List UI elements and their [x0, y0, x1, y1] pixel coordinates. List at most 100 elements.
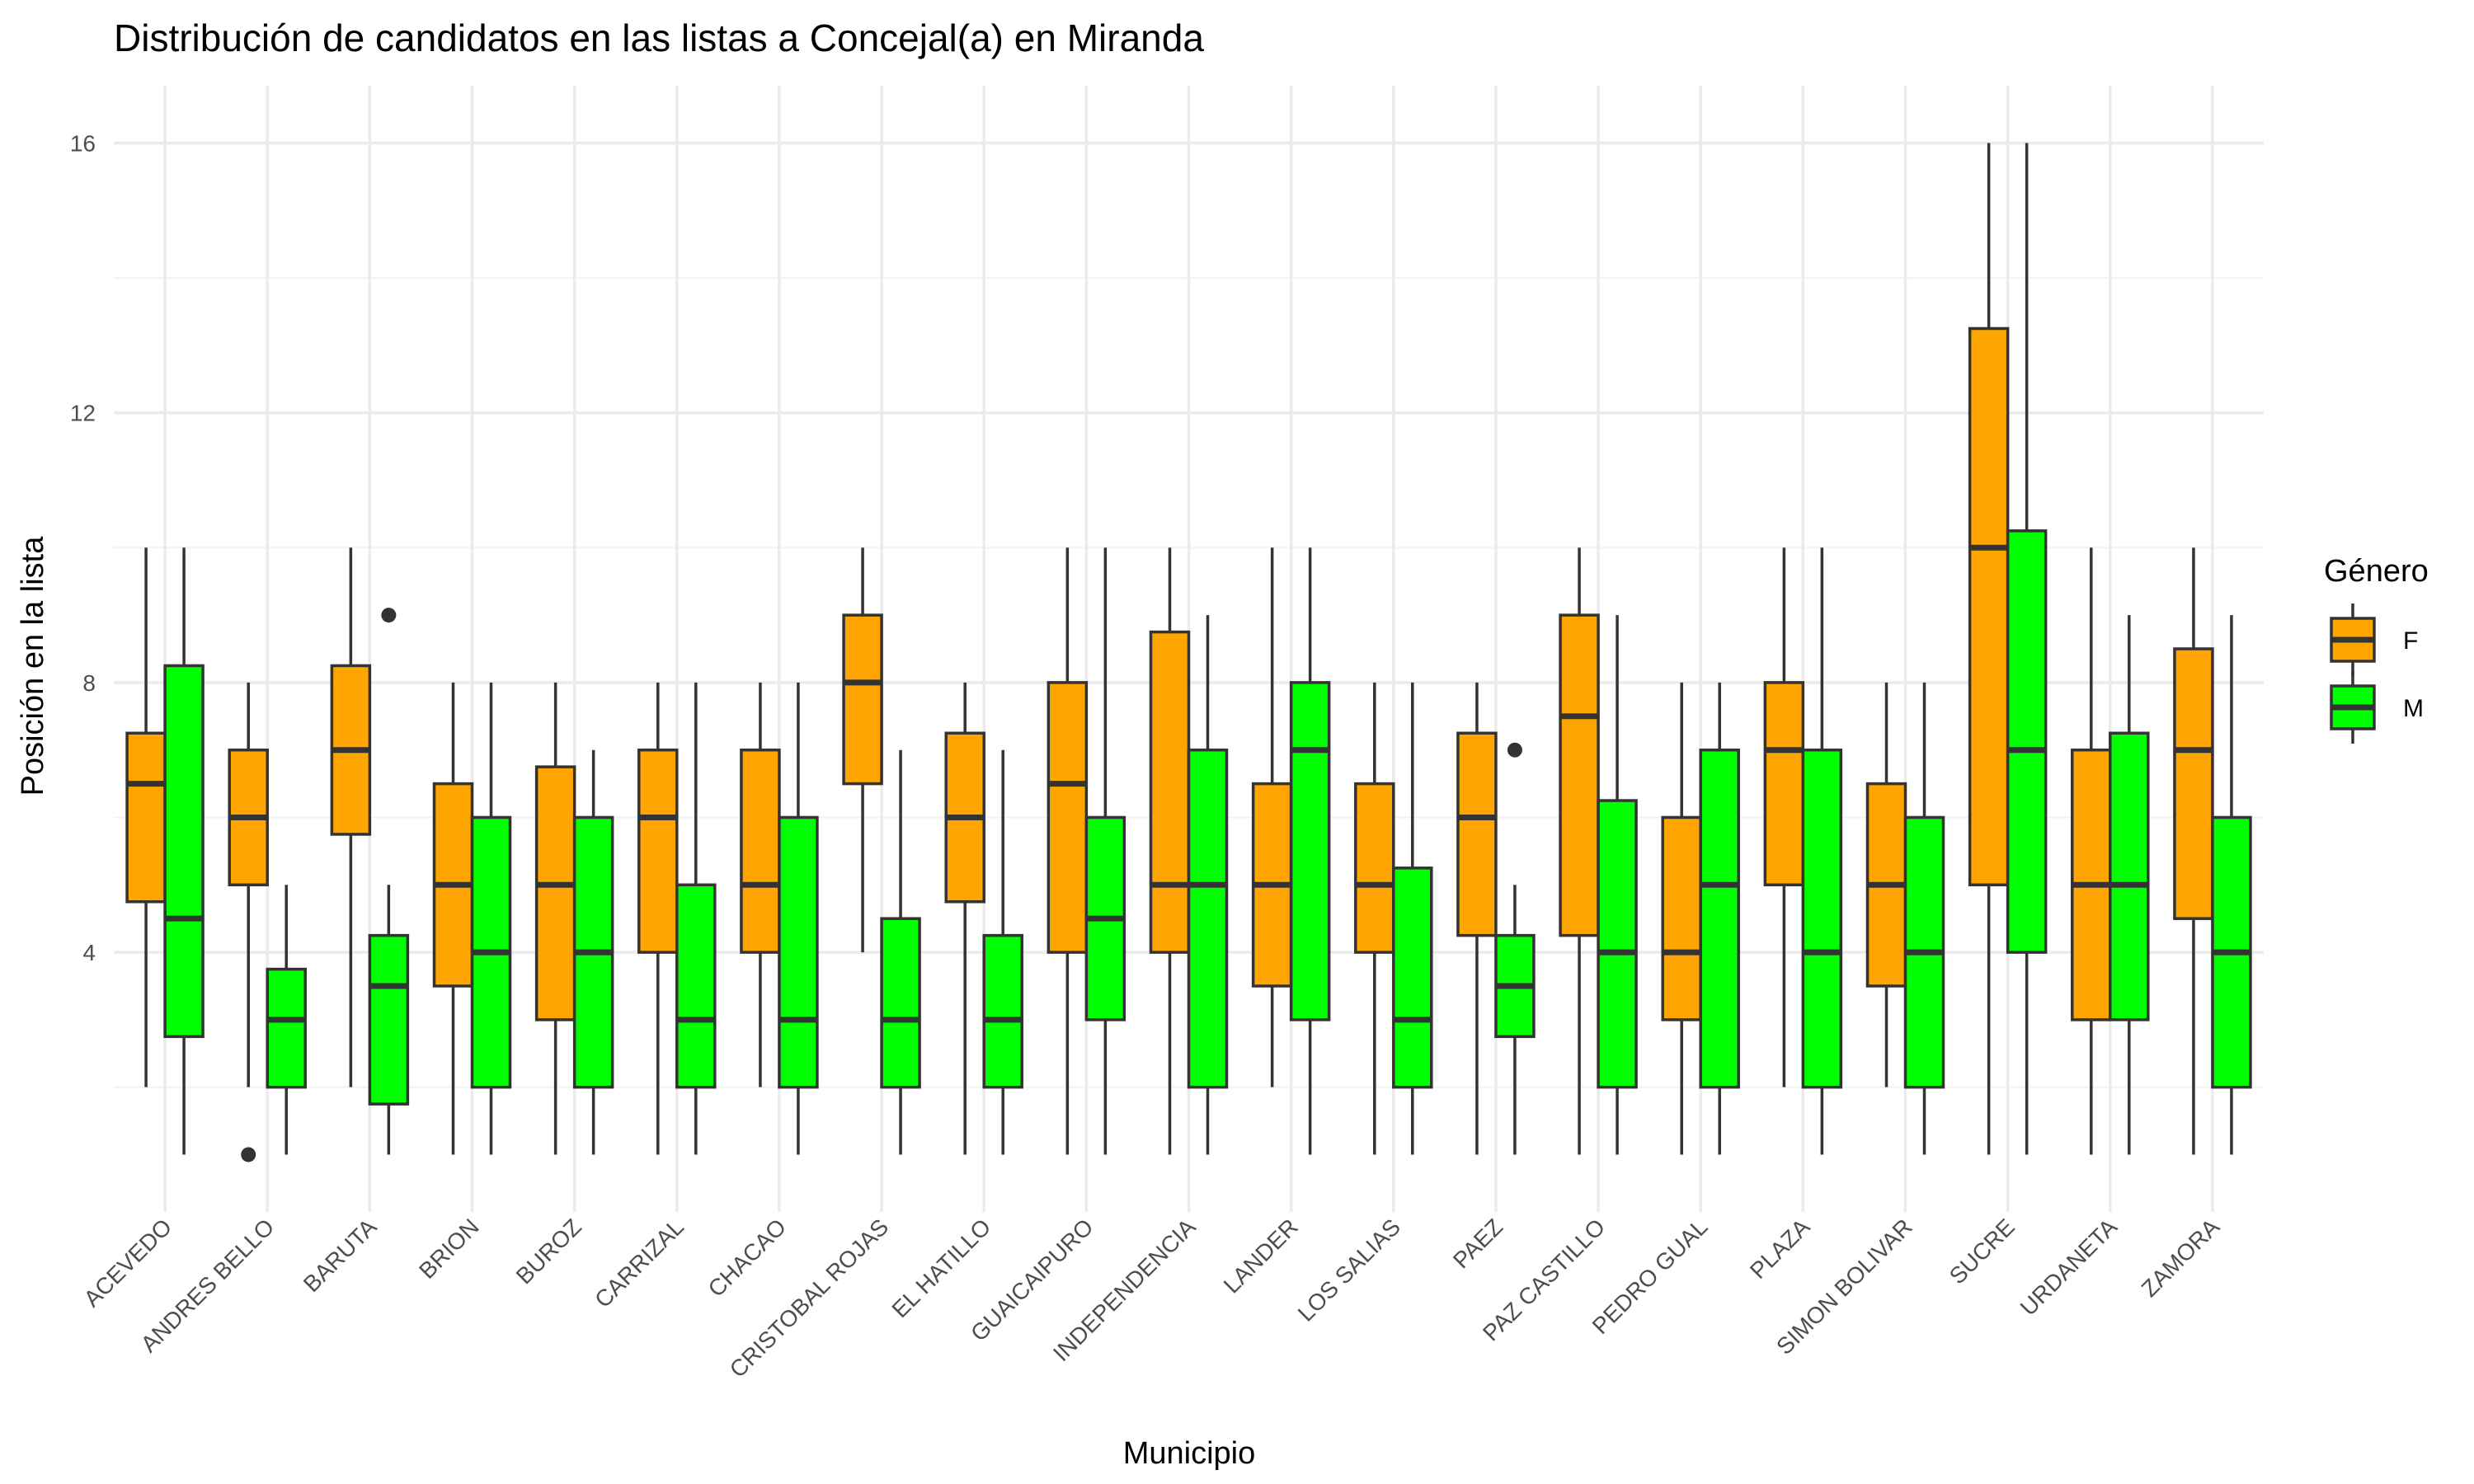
box-iqr: [1559, 613, 1600, 937]
x-tick-label: CARRIZAL: [590, 1214, 689, 1313]
box-iqr: [1597, 799, 1638, 1089]
legend-key-F: F: [2330, 603, 2418, 676]
box-M-zamora: [2211, 615, 2252, 1155]
box-iqr: [1187, 748, 1229, 1089]
box-iqr: [842, 613, 883, 786]
x-tick-label: SUCRE: [1945, 1214, 2020, 1289]
box-iqr: [1289, 681, 1331, 1021]
x-tick-label: BRION: [414, 1214, 484, 1284]
box-F-urdaneta: [2071, 547, 2112, 1155]
box-F-simon-bolivar: [1865, 682, 1907, 1087]
x-tick-label: PAEZ: [1448, 1214, 1507, 1273]
x-tick-label: BARUTA: [299, 1214, 382, 1297]
legend-title: Género: [2324, 554, 2429, 589]
box-F-sucre: [1968, 143, 2010, 1155]
box-iqr: [675, 883, 717, 1089]
box-M-acevedo: [163, 547, 205, 1155]
box-F-los-salias: [1354, 682, 1395, 1155]
box-M-carrizal: [675, 682, 717, 1155]
y-axis-ticks: 4 8 12 16: [70, 131, 96, 966]
box-iqr: [1968, 326, 2010, 887]
box-M-simon-bolivar: [1903, 682, 1945, 1155]
box-iqr: [163, 664, 205, 1039]
box-M-buroz: [572, 749, 614, 1155]
box-iqr: [1699, 748, 1740, 1089]
chart-title: Distribución de candidatos en las listas…: [114, 16, 1204, 59]
legend-label: F: [2403, 627, 2418, 655]
x-tick-label: ACEVEDO: [79, 1214, 177, 1312]
box-M-plaza: [1801, 547, 1843, 1155]
outlier-point: [381, 608, 397, 623]
box-M-guaicaipuro: [1084, 547, 1126, 1155]
box-F-plaza: [1763, 547, 1805, 1087]
outlier-point: [1507, 742, 1522, 758]
box-iqr: [1801, 748, 1843, 1089]
y-tick-label: 16: [70, 131, 96, 157]
box-iqr: [2109, 731, 2150, 1021]
box-M-el-hatillo: [982, 749, 1023, 1155]
box-iqr: [880, 917, 921, 1089]
box-F-baruta: [330, 547, 372, 1087]
x-tick-label: BUROZ: [511, 1214, 586, 1289]
x-tick-label: LANDER: [1219, 1214, 1303, 1298]
box-F-independencia: [1149, 547, 1191, 1155]
box-F-paz-castillo: [1559, 547, 1600, 1155]
x-tick-label: PLAZA: [1745, 1214, 1815, 1284]
box-iqr: [778, 815, 819, 1089]
box-F-guaicaipuro: [1047, 547, 1089, 1155]
box-iqr: [534, 765, 576, 1021]
x-tick-label: LOS SALIAS: [1293, 1214, 1405, 1326]
box-F-lander: [1251, 547, 1293, 1087]
box-M-paz-castillo: [1597, 615, 1638, 1155]
box-F-acevedo: [125, 547, 167, 1087]
x-tick-label: EL HATILLO: [887, 1214, 995, 1322]
x-axis-title: Municipio: [1123, 1436, 1256, 1471]
box-F-chacao: [740, 682, 781, 1087]
box-M-sucre: [2006, 143, 2048, 1155]
box-iqr: [2006, 529, 2048, 954]
box-iqr: [1047, 681, 1089, 954]
box-M-lander: [1289, 547, 1331, 1155]
box-F-cristobal-rojas: [842, 547, 883, 953]
y-tick-label: 4: [82, 940, 96, 965]
box-iqr: [125, 731, 167, 904]
box-M-independencia: [1187, 615, 1229, 1155]
plot-boxes: [125, 143, 2252, 1162]
box-F-brion: [432, 682, 474, 1155]
box-F-buroz: [534, 682, 576, 1155]
box-F-andres-bello: [228, 682, 269, 1162]
box-iqr: [1763, 681, 1805, 887]
box-M-andres-bello: [266, 885, 307, 1155]
box-F-pedro-gual: [1661, 682, 1702, 1155]
box-iqr: [368, 933, 410, 1106]
box-iqr: [1661, 815, 1702, 1021]
y-tick-label: 12: [70, 401, 96, 426]
box-F-el-hatillo: [944, 682, 985, 1155]
legend-key-M: M: [2330, 671, 2424, 744]
box-iqr: [982, 933, 1023, 1089]
box-iqr: [1456, 731, 1498, 937]
x-tick-label: URDANETA: [2015, 1214, 2123, 1321]
box-M-urdaneta: [2109, 615, 2150, 1155]
box-F-zamora: [2173, 547, 2214, 1155]
legend: Género F M: [2324, 554, 2429, 744]
box-F-paez: [1456, 682, 1498, 1155]
box-iqr: [2173, 647, 2214, 920]
box-M-brion: [470, 682, 512, 1155]
box-M-los-salias: [1392, 682, 1433, 1155]
box-M-baruta: [368, 608, 410, 1155]
box-M-chacao: [778, 682, 819, 1155]
box-M-paez: [1494, 742, 1536, 1155]
box-iqr: [266, 967, 307, 1089]
box-M-pedro-gual: [1699, 682, 1740, 1155]
y-tick-label: 8: [82, 670, 96, 696]
x-tick-label: ZAMORA: [2137, 1214, 2225, 1302]
box-F-carrizal: [637, 682, 679, 1155]
y-axis-title: Posición en la lista: [16, 536, 50, 796]
box-iqr: [1354, 782, 1395, 954]
box-iqr: [740, 748, 781, 954]
outlier-point: [241, 1147, 256, 1162]
legend-label: M: [2403, 695, 2424, 722]
